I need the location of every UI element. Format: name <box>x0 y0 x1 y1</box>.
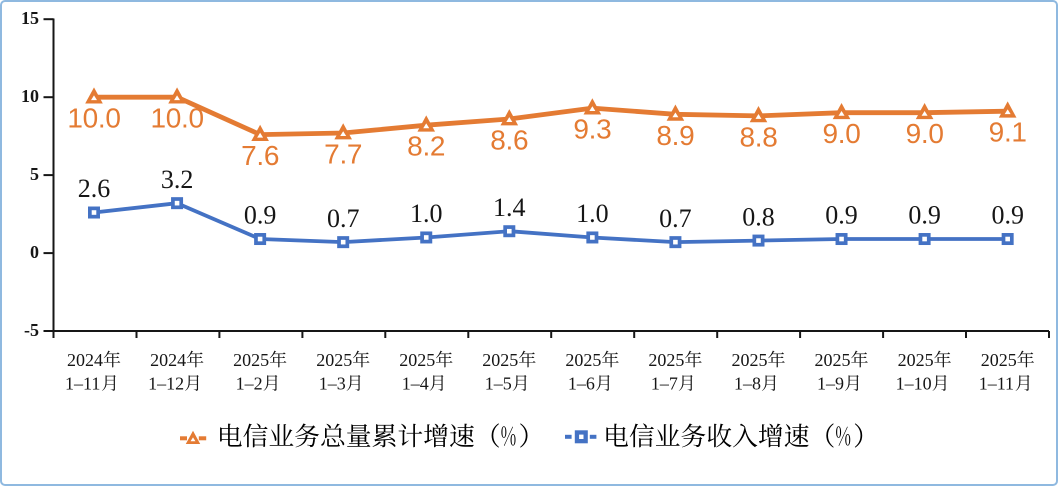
svg-text:2025: 2025 <box>316 350 352 370</box>
svg-text:1–5: 1–5 <box>485 374 512 394</box>
svg-text:7.7: 7.7 <box>324 139 362 170</box>
svg-text:1.0: 1.0 <box>576 199 609 228</box>
svg-text:1–2: 1–2 <box>236 374 263 394</box>
svg-text:9.3: 9.3 <box>573 114 611 145</box>
svg-text:0.9: 0.9 <box>825 201 858 230</box>
svg-text:2025: 2025 <box>565 350 601 370</box>
svg-text:1–7: 1–7 <box>651 374 678 394</box>
svg-text:1–8: 1–8 <box>734 374 761 394</box>
svg-text:2025: 2025 <box>981 350 1017 370</box>
svg-text:0.9: 0.9 <box>908 201 941 230</box>
svg-text:10: 10 <box>21 86 39 106</box>
svg-text:2025: 2025 <box>815 350 851 370</box>
svg-text:-5: -5 <box>24 320 39 340</box>
svg-text:10.0: 10.0 <box>150 103 203 134</box>
svg-text:2025: 2025 <box>898 350 934 370</box>
svg-text:2025: 2025 <box>233 350 269 370</box>
svg-text:0.9: 0.9 <box>991 201 1024 230</box>
svg-text:0: 0 <box>30 242 39 262</box>
svg-text:1–12: 1–12 <box>148 374 184 394</box>
svg-text:2024: 2024 <box>150 350 186 370</box>
svg-text:0.8: 0.8 <box>742 202 775 231</box>
svg-text:0.9: 0.9 <box>244 201 277 230</box>
svg-text:1.0: 1.0 <box>410 199 443 228</box>
svg-text:9.1: 9.1 <box>989 117 1027 148</box>
svg-text:2.6: 2.6 <box>78 174 111 203</box>
svg-text:1–3: 1–3 <box>319 374 346 394</box>
svg-text:1–4: 1–4 <box>402 374 429 394</box>
svg-text:8.2: 8.2 <box>407 131 445 162</box>
svg-text:1.4: 1.4 <box>493 193 526 222</box>
svg-text:2025: 2025 <box>482 350 518 370</box>
svg-text:0.7: 0.7 <box>659 204 692 233</box>
svg-text:1–11: 1–11 <box>65 374 100 394</box>
svg-text:15: 15 <box>21 8 39 28</box>
svg-text:2024: 2024 <box>67 350 103 370</box>
svg-text:2025: 2025 <box>732 350 768 370</box>
svg-text:1–6: 1–6 <box>568 374 595 394</box>
svg-text:0.7: 0.7 <box>327 204 360 233</box>
svg-text:9.0: 9.0 <box>906 118 944 149</box>
svg-text:1–9: 1–9 <box>817 374 844 394</box>
svg-text:8.8: 8.8 <box>739 121 777 152</box>
svg-text:8.9: 8.9 <box>656 120 694 151</box>
svg-text:8.6: 8.6 <box>490 125 528 156</box>
svg-text:7.6: 7.6 <box>241 140 279 171</box>
svg-text:9.0: 9.0 <box>822 118 860 149</box>
svg-text:1–10: 1–10 <box>896 374 932 394</box>
svg-text:5: 5 <box>30 164 39 184</box>
svg-text:10.0: 10.0 <box>67 103 120 134</box>
svg-text:1–11: 1–11 <box>979 374 1014 394</box>
svg-text:2025: 2025 <box>648 350 684 370</box>
svg-text:3.2: 3.2 <box>161 165 194 194</box>
svg-text:2025: 2025 <box>399 350 435 370</box>
